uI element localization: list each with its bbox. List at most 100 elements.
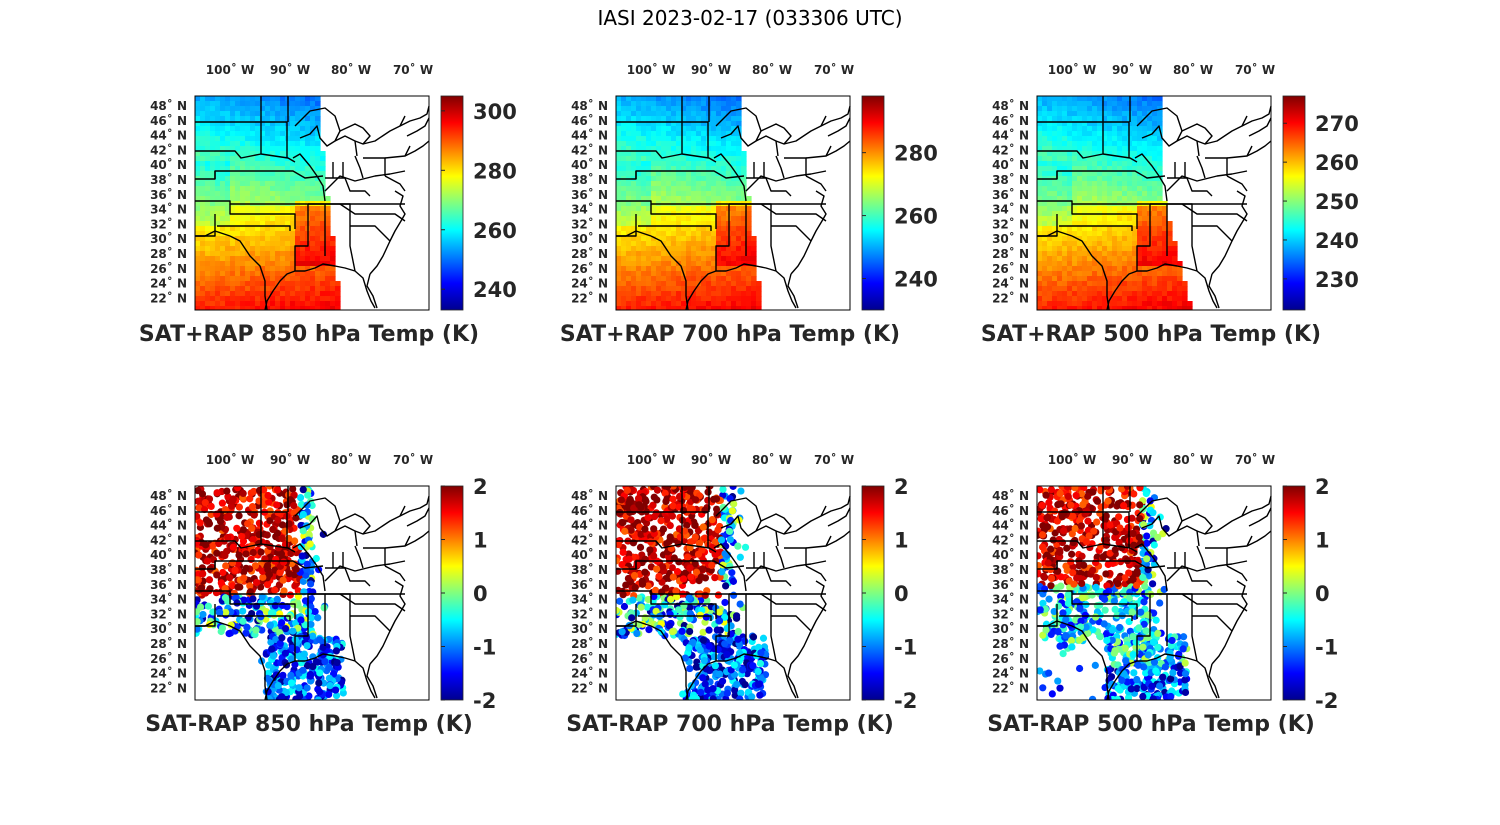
- map-panel: 100˚ W 90˚ W 80˚ W 70˚ W48˚ N46˚ N44˚ N42˚ …: [139, 62, 517, 347]
- data-pixel: [1122, 236, 1128, 242]
- data-pixel: [250, 251, 256, 257]
- data-pixel: [741, 236, 747, 242]
- data-pixel: [195, 121, 201, 127]
- data-pixel: [1112, 291, 1118, 297]
- data-pixel: [315, 296, 321, 302]
- data-pixel: [1072, 221, 1078, 227]
- data-pixel: [295, 176, 301, 182]
- data-pixel: [200, 106, 206, 112]
- data-pixel: [235, 106, 241, 112]
- data-pixel: [1077, 101, 1083, 107]
- data-pixel: [1157, 276, 1163, 282]
- data-pixel: [260, 171, 266, 177]
- data-pixel: [235, 156, 241, 162]
- data-pixel: [205, 301, 211, 307]
- data-pixel: [275, 246, 281, 252]
- data-pixel: [621, 161, 627, 167]
- data-pixel: [195, 171, 201, 177]
- data-pixel: [270, 266, 276, 272]
- data-pixel: [721, 261, 727, 267]
- data-pixel: [1037, 131, 1043, 137]
- data-pixel: [1127, 151, 1133, 157]
- data-pixel: [621, 261, 627, 267]
- data-pixel: [616, 256, 622, 262]
- data-pixel: [275, 276, 281, 282]
- data-pixel: [1117, 221, 1123, 227]
- data-pixel: [1107, 136, 1113, 142]
- data-pixel: [1172, 296, 1178, 302]
- data-pixel: [1122, 111, 1128, 117]
- data-pixel: [1137, 296, 1143, 302]
- data-pixel: [661, 241, 667, 247]
- data-pixel: [1132, 241, 1138, 247]
- data-pixel: [1117, 271, 1123, 277]
- data-pixel: [295, 236, 301, 242]
- data-pixel: [656, 126, 662, 132]
- data-pixel: [1067, 266, 1073, 272]
- data-pixel: [1162, 236, 1168, 242]
- lat-tick-label: 34˚ N: [571, 592, 608, 607]
- data-pixel: [616, 266, 622, 272]
- data-pixel: [1047, 261, 1053, 267]
- data-pixel: [701, 291, 707, 297]
- data-pixel: [210, 261, 216, 267]
- data-pixel: [1107, 131, 1113, 137]
- data-pixel: [1102, 126, 1108, 132]
- data-pixel: [631, 246, 637, 252]
- data-point: [250, 487, 258, 496]
- data-pixel: [671, 246, 677, 252]
- data-pixel: [1162, 251, 1168, 257]
- data-pixel: [1087, 206, 1093, 212]
- data-pixel: [616, 231, 622, 237]
- data-pixel: [641, 186, 647, 192]
- data-pixel: [621, 291, 627, 297]
- data-pixel: [646, 271, 652, 277]
- data-pixel: [656, 256, 662, 262]
- data-pixel: [280, 271, 286, 277]
- data-pixel: [626, 256, 632, 262]
- data-pixel: [636, 126, 642, 132]
- data-pixel: [1097, 291, 1103, 297]
- data-pixel: [696, 121, 702, 127]
- data-pixel: [626, 161, 632, 167]
- data-pixel: [315, 156, 321, 162]
- data-pixel: [1047, 181, 1053, 187]
- data-pixel: [295, 96, 301, 102]
- data-point: [248, 524, 256, 532]
- data-pixel: [1132, 156, 1138, 162]
- data-pixel: [721, 161, 727, 167]
- data-pixel: [1117, 111, 1123, 117]
- data-pixel: [310, 211, 316, 217]
- data-pixel: [220, 151, 226, 157]
- data-pixel: [255, 266, 261, 272]
- data-pixel: [1142, 126, 1148, 132]
- data-point: [309, 662, 317, 671]
- data-pixel: [280, 171, 286, 177]
- data-pixel: [1087, 126, 1093, 132]
- data-pixel: [250, 226, 256, 232]
- data-point: [644, 595, 652, 604]
- data-pixel: [631, 306, 637, 310]
- data-pixel: [200, 301, 206, 307]
- data-pixel: [265, 256, 271, 262]
- data-pixel: [751, 246, 757, 252]
- data-pixel: [1157, 216, 1163, 222]
- data-pixel: [1072, 236, 1078, 242]
- data-pixel: [1137, 216, 1143, 222]
- data-pixel: [275, 271, 281, 277]
- data-pixel: [716, 221, 722, 227]
- data-point: [203, 557, 212, 565]
- data-pixel: [731, 136, 737, 142]
- data-pixel: [205, 221, 211, 227]
- data-pixel: [300, 161, 306, 167]
- data-pixel: [1057, 166, 1063, 172]
- data-point: [281, 649, 289, 657]
- data-pixel: [1132, 96, 1138, 102]
- data-pixel: [200, 131, 206, 137]
- data-pixel: [255, 206, 261, 212]
- data-pixel: [335, 296, 341, 302]
- data-pixel: [1147, 106, 1153, 112]
- data-pixel: [255, 121, 261, 127]
- data-pixel: [275, 161, 281, 167]
- data-pixel: [641, 251, 647, 257]
